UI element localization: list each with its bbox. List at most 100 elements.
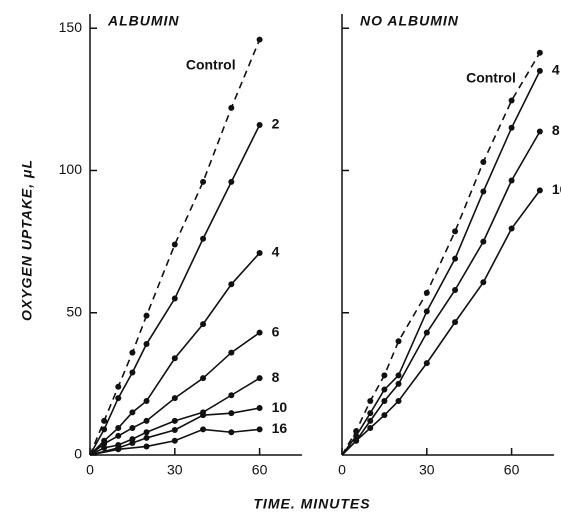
- data-point: [381, 372, 388, 379]
- y-tick-label: 150: [59, 19, 83, 35]
- x-tick-label: 0: [86, 462, 94, 478]
- data-point: [381, 397, 388, 404]
- data-point: [129, 349, 136, 356]
- data-point: [452, 228, 459, 235]
- data-point: [256, 375, 263, 382]
- data-point: [480, 188, 487, 195]
- x-tick-label: 60: [504, 462, 520, 478]
- x-tick-label: 30: [167, 462, 183, 478]
- series-label: 8: [272, 369, 280, 385]
- data-point: [129, 440, 136, 447]
- data-point: [115, 432, 122, 439]
- data-point: [480, 279, 487, 286]
- data-point: [171, 437, 178, 444]
- data-point: [143, 397, 150, 404]
- data-point: [508, 97, 515, 104]
- data-point: [367, 417, 374, 424]
- data-point: [452, 319, 459, 326]
- series-line: [341, 131, 541, 456]
- data-point: [228, 410, 235, 417]
- y-tick-label: 50: [66, 303, 82, 319]
- data-point: [115, 446, 122, 453]
- series-label: 16: [272, 420, 288, 436]
- data-point: [536, 187, 543, 194]
- data-point: [381, 412, 388, 419]
- data-point: [171, 395, 178, 402]
- data-point: [171, 241, 178, 248]
- data-point: [171, 426, 178, 433]
- data-point: [200, 426, 207, 433]
- data-point: [228, 104, 235, 111]
- data-point: [228, 392, 235, 399]
- data-point: [143, 417, 150, 424]
- data-point: [423, 289, 430, 296]
- y-tick-label: 100: [59, 161, 83, 177]
- series-line: [89, 124, 261, 456]
- series-label: 4: [272, 244, 280, 260]
- data-point: [508, 124, 515, 131]
- data-point: [171, 355, 178, 362]
- data-point: [395, 397, 402, 404]
- series-label: 2: [272, 116, 280, 132]
- data-point: [508, 177, 515, 184]
- series-label: 16: [552, 181, 561, 197]
- data-point: [508, 225, 515, 232]
- data-point: [200, 375, 207, 382]
- panel-title: ALBUMIN: [107, 13, 180, 29]
- data-point: [395, 372, 402, 379]
- data-point: [129, 369, 136, 376]
- data-point: [228, 349, 235, 356]
- panel-title: NO ALBUMIN: [360, 13, 459, 29]
- data-point: [367, 410, 374, 417]
- data-point: [423, 360, 430, 367]
- data-point: [129, 409, 136, 416]
- data-point: [143, 434, 150, 441]
- data-point: [536, 128, 543, 135]
- data-point: [200, 321, 207, 328]
- data-point: [423, 308, 430, 315]
- data-point: [129, 424, 136, 431]
- series-label: 8: [552, 122, 560, 138]
- data-point: [143, 443, 150, 450]
- data-point: [452, 255, 459, 262]
- data-point: [228, 178, 235, 185]
- data-point: [115, 395, 122, 402]
- x-tick-label: 60: [252, 462, 268, 478]
- data-point: [228, 429, 235, 436]
- data-point: [367, 397, 374, 404]
- data-point: [256, 249, 263, 256]
- data-point: [101, 417, 108, 424]
- x-tick-label: 0: [338, 462, 346, 478]
- data-point: [452, 286, 459, 293]
- data-point: [353, 437, 360, 444]
- data-point: [480, 238, 487, 245]
- data-point: [536, 67, 543, 74]
- series-line: [341, 189, 541, 456]
- data-point: [101, 426, 108, 433]
- data-point: [200, 178, 207, 185]
- series-label: Control: [186, 56, 236, 72]
- data-point: [200, 235, 207, 242]
- x-axis-label: TIME. MINUTES: [253, 496, 370, 512]
- data-point: [395, 380, 402, 387]
- data-point: [256, 121, 263, 128]
- series-label: Control: [466, 69, 516, 85]
- data-point: [115, 383, 122, 390]
- data-point: [256, 329, 263, 336]
- series-line: [341, 70, 541, 456]
- series-label: 4: [552, 62, 560, 78]
- data-point: [367, 424, 374, 431]
- y-tick-label: 0: [74, 446, 82, 462]
- data-point: [101, 444, 108, 451]
- data-point: [143, 312, 150, 319]
- data-point: [101, 440, 108, 447]
- data-point: [381, 386, 388, 393]
- data-point: [171, 295, 178, 302]
- data-point: [171, 417, 178, 424]
- data-point: [536, 49, 543, 56]
- data-point: [395, 338, 402, 345]
- series-line: [341, 52, 541, 456]
- data-point: [423, 329, 430, 336]
- series-label: 10: [272, 399, 288, 415]
